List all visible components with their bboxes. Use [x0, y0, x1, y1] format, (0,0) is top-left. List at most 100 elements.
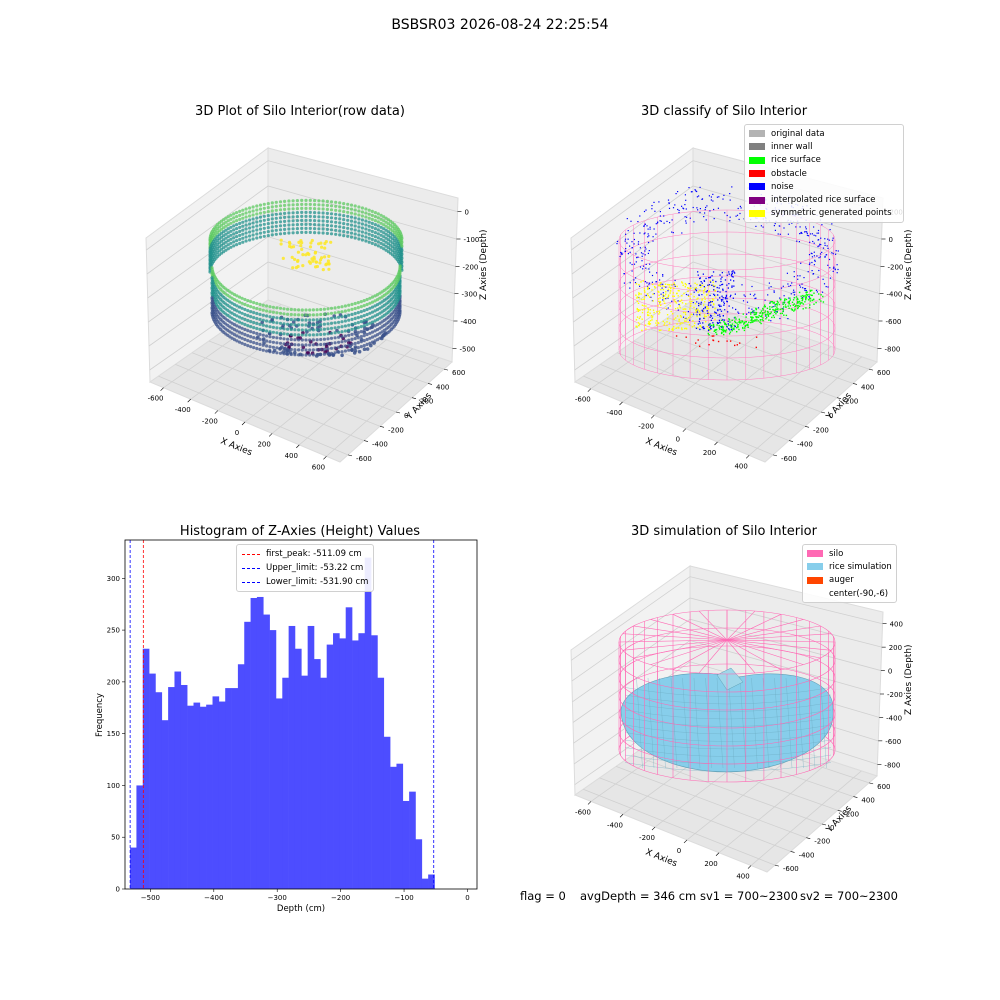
noise-point	[701, 326, 704, 328]
noise-point	[717, 294, 719, 296]
legend-entry: noise	[749, 180, 899, 193]
symmetric-point	[697, 297, 699, 299]
raw-point	[325, 203, 329, 207]
noise-point	[811, 253, 813, 255]
raw-point	[373, 231, 377, 235]
histogram-bar	[206, 704, 213, 889]
raw-point	[364, 235, 368, 239]
noise-point	[731, 272, 733, 274]
raw-point	[353, 216, 357, 220]
z-tick-label: 400	[890, 621, 903, 629]
rice-surface-point	[799, 303, 801, 305]
raw-point	[376, 224, 380, 228]
symmetric-point	[674, 284, 676, 286]
noise-point	[805, 228, 807, 230]
noise-point	[821, 251, 823, 253]
noise-point	[730, 325, 732, 327]
noise-point	[631, 270, 633, 272]
rice-surface-point	[796, 302, 798, 304]
rice-surface-point	[800, 295, 802, 297]
rice-surface-point	[718, 327, 720, 329]
raw-point	[329, 240, 333, 244]
noise-point	[627, 230, 629, 232]
raw-point	[337, 320, 341, 324]
y-tick-label: 200	[107, 678, 120, 686]
obstacle-point	[711, 335, 713, 337]
rice-surface-point	[782, 303, 784, 306]
raw-point	[329, 316, 334, 320]
noise-point	[822, 247, 825, 249]
raw-point	[226, 231, 230, 235]
raw-point	[278, 316, 283, 320]
raw-point	[248, 230, 252, 234]
noise-point	[633, 263, 636, 265]
symmetric-point	[681, 328, 683, 331]
noise-point	[729, 220, 731, 222]
raw-point	[282, 317, 286, 321]
noise-point	[825, 286, 827, 288]
raw-point	[384, 240, 388, 244]
noise-point	[774, 304, 776, 306]
raw-point	[321, 223, 325, 227]
raw-point	[241, 224, 245, 228]
rice-surface-point	[712, 324, 715, 327]
raw-point	[287, 227, 291, 231]
symmetric-point	[667, 295, 670, 298]
raw-point	[347, 313, 351, 317]
histogram-bar	[130, 847, 137, 889]
noise-point	[731, 273, 733, 276]
rice-surface-point	[768, 319, 770, 321]
noise-point	[811, 270, 813, 272]
raw-point	[353, 204, 357, 208]
rice-surface-point	[734, 320, 736, 322]
raw-point	[297, 343, 301, 347]
noise-point	[655, 281, 658, 283]
rice-surface-point	[793, 303, 795, 305]
noise-point	[639, 247, 641, 249]
rice-surface-point	[776, 308, 778, 310]
noise-point	[788, 285, 790, 287]
rice-surface-point	[791, 309, 793, 311]
symmetric-point	[635, 283, 638, 285]
x-tick-label: -200	[638, 422, 654, 430]
obstacle-point	[755, 346, 757, 349]
noise-point	[713, 218, 715, 220]
rice-surface-point	[782, 309, 784, 311]
noise-point	[793, 276, 795, 278]
noise-point	[717, 322, 719, 324]
noise-point	[732, 307, 734, 309]
noise-point	[668, 202, 670, 204]
noise-point	[813, 264, 815, 266]
raw-point	[300, 313, 304, 317]
raw-point	[334, 212, 338, 216]
flag-text: flag = 0	[520, 889, 566, 903]
noise-point	[658, 201, 660, 203]
raw-point	[252, 306, 256, 310]
x-tick-label: −500	[141, 894, 160, 902]
raw-point	[248, 222, 252, 226]
raw-point	[319, 322, 323, 327]
noise-point	[775, 311, 777, 313]
rice-surface-point	[805, 307, 807, 309]
rice-surface-point	[788, 307, 790, 309]
raw-point	[300, 218, 304, 222]
raw-point	[222, 222, 226, 226]
noise-point	[716, 196, 718, 198]
noise-point	[713, 289, 715, 291]
raw-point	[238, 229, 242, 233]
noise-point	[656, 272, 658, 274]
histogram-plot[interactable]: −500 −400 −300 −200 −100 0 050100150200250300…	[90, 535, 490, 920]
rice-surface-point	[809, 289, 811, 292]
rice-surface-point	[822, 295, 824, 298]
raw-point	[367, 224, 371, 228]
legend-swatch	[242, 581, 260, 583]
raw-point	[248, 234, 252, 238]
symmetric-point	[637, 302, 640, 304]
symmetric-point	[657, 290, 659, 293]
raw-point	[382, 243, 386, 247]
raw-point	[333, 336, 337, 340]
rice-surface-point	[745, 316, 747, 318]
